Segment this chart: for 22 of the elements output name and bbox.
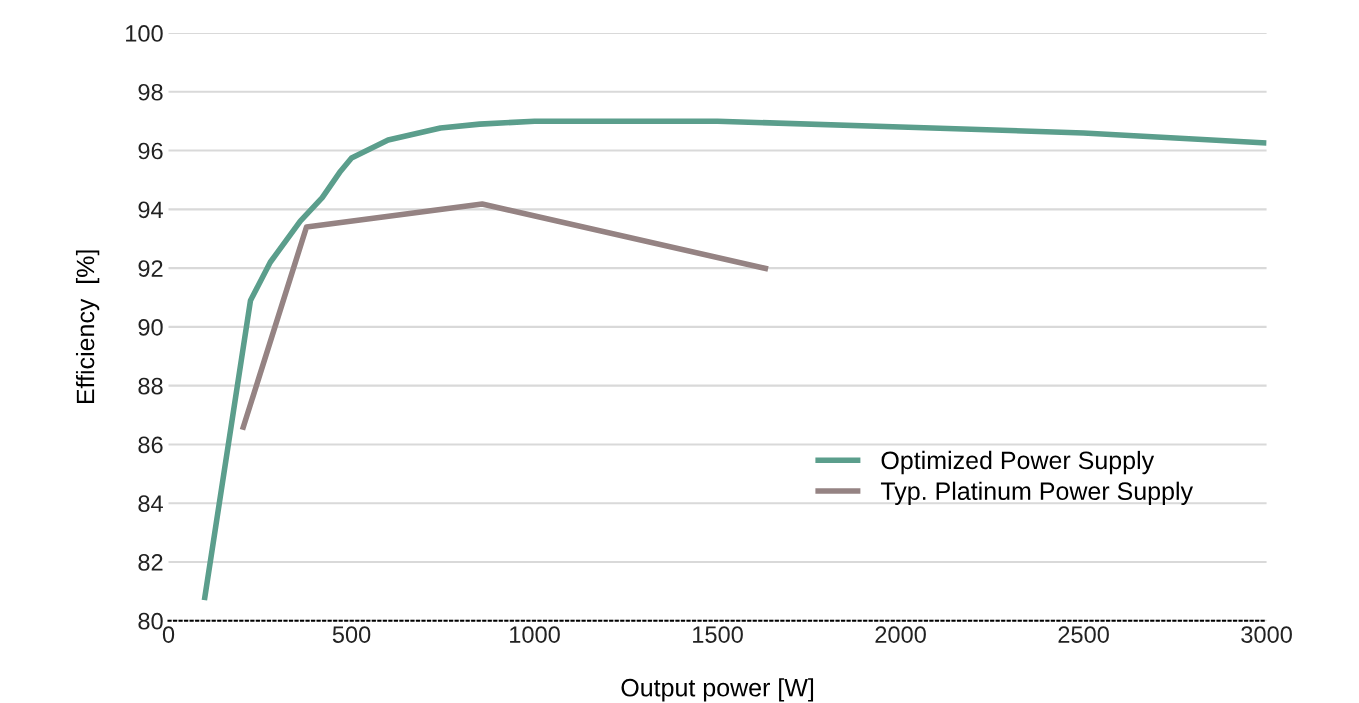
y-tick-label: 98	[138, 83, 163, 101]
y-tick-label: 96	[138, 142, 163, 160]
y-axis-title: Efficiency [%]	[75, 250, 100, 404]
y-tick-label: 90	[138, 318, 163, 336]
x-tick-label: 2500	[1058, 626, 1109, 643]
y-tick-label: 88	[138, 377, 163, 395]
y-tick-label: 82	[138, 554, 163, 571]
legend-label: Optimized Power Supply	[881, 450, 1155, 475]
legend-label: Typ. Platinum Power Supply	[880, 481, 1193, 505]
y-tick-label: 92	[138, 260, 163, 277]
y-tick-label: 80	[138, 612, 163, 630]
y-tick-label: 84	[138, 495, 163, 512]
x-tick-label: 1000	[510, 626, 560, 643]
x-axis-title: Output power [W]	[621, 678, 814, 702]
x-tick-label: 0	[162, 626, 175, 643]
x-tick-label: 3000	[1241, 626, 1292, 643]
y-tick-label: 100	[126, 25, 163, 42]
x-tick-label: 2000	[875, 626, 926, 643]
y-tick-label: 94	[138, 201, 163, 219]
y-tick-label: 86	[138, 436, 163, 454]
x-tick-label: 1500	[693, 626, 743, 643]
x-tick-label: 500	[332, 626, 371, 643]
